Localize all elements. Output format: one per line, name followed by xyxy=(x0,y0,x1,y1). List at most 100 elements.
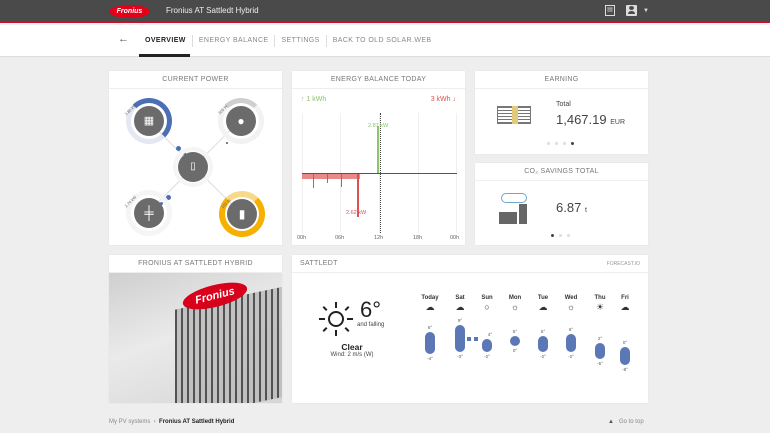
temperature-range-bar xyxy=(482,339,492,352)
breadcrumb-my-pv-systems[interactable]: My PV systems xyxy=(109,419,151,425)
inverter-icon[interactable]: ▯ xyxy=(178,152,208,182)
x-tick: 00h xyxy=(297,235,307,241)
solar-panel-icon[interactable]: ▦ xyxy=(134,106,164,136)
current-power-card: CURRENT POWER ▦ 3.85 kW ● 305 W ▯ ╪ 2.74… xyxy=(109,71,282,245)
forecast-low: -3° xyxy=(457,354,463,359)
forecast-low: -2° xyxy=(540,354,546,359)
forecast-day: Sat ☁ 9° -3° xyxy=(445,295,475,359)
forecast-low: 0° xyxy=(512,348,518,353)
forecast-day: Thu ☀ 2° -5° xyxy=(585,295,615,366)
co2-value: 6.87 t xyxy=(556,200,587,215)
consumption-spike xyxy=(341,173,342,187)
forecast-source-link[interactable]: FORECAST.IO xyxy=(606,261,640,267)
cloudy-icon: ☁ xyxy=(620,302,630,312)
fronius-logo[interactable]: Fronius xyxy=(109,5,150,18)
sun-icon xyxy=(319,302,353,336)
produced-total: ↑ 1 kWh xyxy=(301,96,327,103)
power-pylon-icon[interactable]: ╪ xyxy=(134,198,164,228)
forecast-low: -5° xyxy=(597,361,603,366)
battery-icon[interactable]: ▮ xyxy=(227,199,257,229)
pager-dot[interactable] xyxy=(559,234,562,237)
current-time-line xyxy=(380,113,381,233)
earning-amount: 1,467.19 xyxy=(556,112,607,127)
caret-down-icon[interactable]: ▼ xyxy=(643,8,649,14)
forecast-low: -8° xyxy=(622,367,628,372)
forecast-high: 9° xyxy=(457,318,463,323)
user-icon[interactable] xyxy=(626,5,637,16)
tab-overview[interactable]: OVERVIEW xyxy=(145,37,186,44)
forecast-day-label: Mon xyxy=(508,295,522,301)
pager-dot[interactable] xyxy=(547,142,550,145)
temperature-range-bar xyxy=(455,325,465,352)
top-bar: Fronius Fronius AT Sattledt Hybrid ▤ ▼ xyxy=(0,0,770,23)
weather-card: SATTLEDT FORECAST.IO 6° and falling Clea… xyxy=(292,255,648,403)
tab-settings[interactable]: SETTINGS xyxy=(274,35,325,47)
production-peak-label: 2.87 kW xyxy=(368,123,389,129)
go-to-top-button[interactable]: ▲ Go to top xyxy=(608,419,644,425)
partly-cloudy-icon: ☼ xyxy=(566,302,576,312)
pager-dot[interactable] xyxy=(567,234,570,237)
forecast-high: 6° xyxy=(427,325,433,330)
forecast-high: 5° xyxy=(512,329,518,334)
co2-amount: 6.87 xyxy=(556,200,582,215)
calculator-icon[interactable]: ▤ xyxy=(605,5,615,16)
lightbulb-icon[interactable]: ● xyxy=(226,106,256,136)
go-to-top-label: Go to top xyxy=(618,419,644,425)
forecast-day: Fri ☁ 0° -8° xyxy=(610,295,640,372)
tab-energy-balance[interactable]: ENERGY BALANCE xyxy=(191,35,275,47)
earning-card[interactable]: EARNING Total 1,467.19 EUR xyxy=(475,71,648,154)
forecast-low: -4° xyxy=(427,356,433,361)
flow-dot xyxy=(226,142,228,144)
x-tick: 06h xyxy=(335,235,345,241)
forecast-high: 2° xyxy=(597,336,603,341)
temperature-range-bar xyxy=(595,343,605,359)
system-photo[interactable]: Fronius xyxy=(109,273,282,403)
card-title: SATTLEDT xyxy=(292,255,648,273)
sunny-icon: ☀ xyxy=(595,302,605,312)
consumption-spike xyxy=(327,173,328,183)
forecast-day-label: Thu xyxy=(594,295,606,301)
pager-dot[interactable] xyxy=(563,142,566,145)
consumption-area xyxy=(302,173,360,179)
pager-dot[interactable] xyxy=(555,142,558,145)
nav-bar: ← OVERVIEW ENERGY BALANCE SETTINGS BACK … xyxy=(0,25,770,57)
cloudy-icon: ☁ xyxy=(538,302,548,312)
breadcrumb-current: Fronius AT Sattledt Hybrid xyxy=(159,419,235,425)
app-title: Fronius AT Sattledt Hybrid xyxy=(166,6,259,15)
partly-cloudy-icon: ☼ xyxy=(510,302,520,312)
pager-dot-active[interactable] xyxy=(571,142,574,145)
forecast-high: 4° xyxy=(487,332,493,337)
cloudy-icon: ☁ xyxy=(455,302,465,312)
production-peak xyxy=(377,126,379,173)
forecast-low: -2° xyxy=(484,354,490,359)
x-tick: 12h xyxy=(374,235,384,241)
co2-unit: t xyxy=(584,207,587,214)
earning-pager xyxy=(547,142,574,145)
energy-balance-card[interactable]: ENERGY BALANCE TODAY ↑ 1 kWh 3 kWh ↓ 2.8… xyxy=(292,71,465,245)
triangle-up-icon: ▲ xyxy=(608,419,614,425)
pager-dot-active[interactable] xyxy=(551,234,554,237)
load-ring xyxy=(218,98,264,144)
back-arrow-icon[interactable]: ← xyxy=(118,33,129,45)
nav-tabs: OVERVIEW ENERGY BALANCE SETTINGS BACK TO… xyxy=(139,25,437,57)
temperature-trend: and falling xyxy=(357,322,385,328)
co2-savings-card[interactable]: CO₂ SAVINGS TOTAL 6.87 t xyxy=(475,163,648,245)
rain-cloud-icon: ○ xyxy=(484,302,490,312)
x-tick: 18h xyxy=(413,235,423,241)
forecast-high: 5° xyxy=(540,329,546,334)
consumption-peak xyxy=(357,173,359,217)
battery-ring xyxy=(219,191,265,237)
system-card[interactable]: FRONIUS AT SATTLEDT HYBRID Fronius xyxy=(109,255,282,403)
tab-back-to-old-solar-web[interactable]: BACK TO OLD SOLAR.WEB xyxy=(325,35,438,47)
forecast-day: Today ☁ 6° -4° xyxy=(415,295,445,361)
x-tick: 00h xyxy=(450,235,460,241)
energy-balance-chart[interactable]: 2.87 kW 2.62 kW 00h 06h 12h 18h 00h xyxy=(297,113,459,241)
zero-axis xyxy=(302,173,457,174)
grid-ring xyxy=(126,190,172,236)
co2-pager xyxy=(551,234,570,237)
card-title: CO₂ SAVINGS TOTAL xyxy=(475,163,648,181)
connector-dot xyxy=(474,337,478,341)
card-title: CURRENT POWER xyxy=(109,71,282,89)
weather-condition: Clear xyxy=(341,342,363,352)
forecast-high: 0° xyxy=(622,340,628,345)
